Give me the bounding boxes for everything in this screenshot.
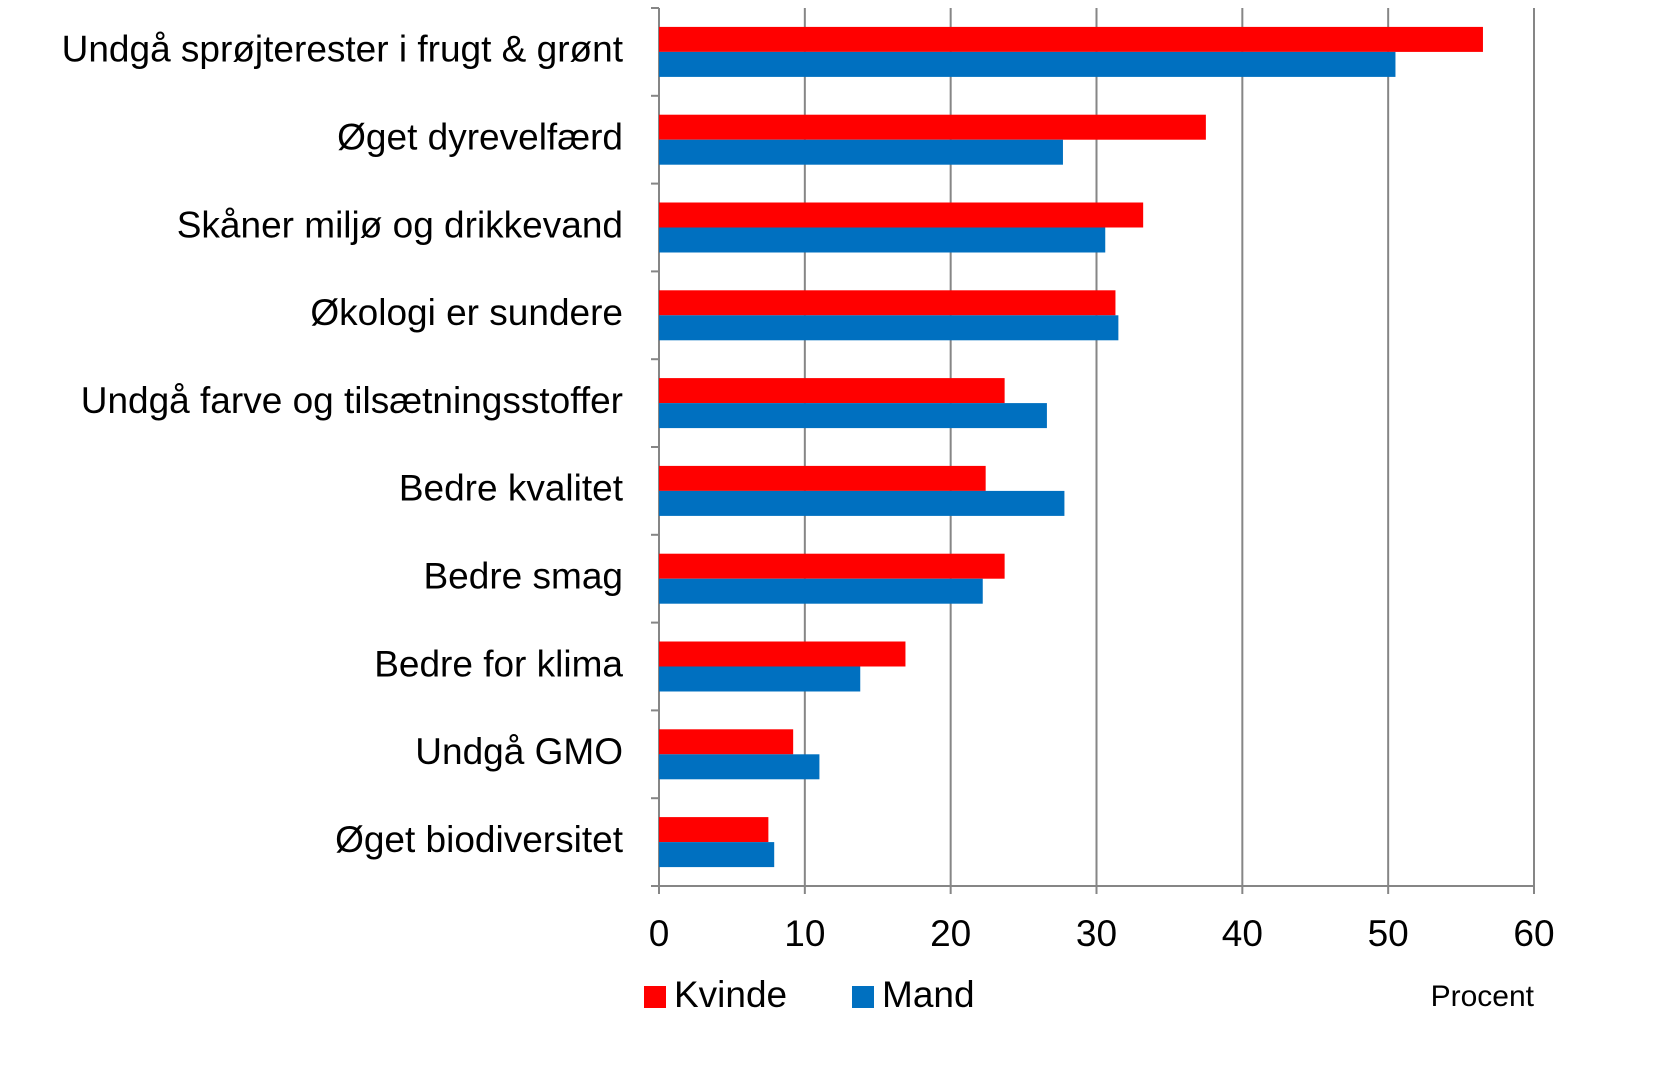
x-tick-label: 30 xyxy=(1076,913,1117,954)
bar xyxy=(659,114,1206,140)
bar xyxy=(659,51,1396,77)
bar xyxy=(659,729,794,755)
x-tick-label: 0 xyxy=(649,913,670,954)
bar xyxy=(659,666,861,692)
y-tick-label: Bedre smag xyxy=(424,555,624,596)
bar xyxy=(659,315,1119,341)
bar xyxy=(659,26,1483,52)
bar xyxy=(659,465,986,491)
bar xyxy=(659,553,1005,579)
bar xyxy=(659,641,906,667)
bar xyxy=(659,290,1116,316)
y-tick-label: Undgå sprøjterester i frugt & grønt xyxy=(62,29,624,70)
bar xyxy=(659,754,820,780)
y-tick-label: Bedre for klima xyxy=(374,643,623,684)
x-tick-label: 60 xyxy=(1513,913,1554,954)
y-tick-label: Skåner miljø og drikkevand xyxy=(177,204,623,245)
y-tick-label: Øget dyrevelfærd xyxy=(337,116,623,157)
y-tick-label: Bedre kvalitet xyxy=(399,468,624,509)
x-axis-label: Procent xyxy=(1431,980,1535,1013)
y-tick-label: Undgå GMO xyxy=(415,731,623,772)
bar xyxy=(659,227,1106,253)
bar xyxy=(659,817,769,843)
x-tick-label: 40 xyxy=(1222,913,1263,954)
bar xyxy=(659,490,1065,516)
bar xyxy=(659,378,1005,404)
y-tick-label: Øget biodiversitet xyxy=(335,819,624,860)
bar xyxy=(659,139,1063,165)
x-tick-label: 20 xyxy=(930,913,971,954)
bar xyxy=(659,202,1144,228)
legend-label: Kvinde xyxy=(674,974,787,1015)
bar xyxy=(659,842,775,868)
y-tick-label: Økologi er sundere xyxy=(310,292,623,333)
bar xyxy=(659,578,983,604)
x-tick-label: 10 xyxy=(784,913,825,954)
legend-label: Mand xyxy=(882,974,975,1015)
y-tick-label: Undgå farve og tilsætningsstoffer xyxy=(81,380,623,421)
legend-swatch xyxy=(852,986,874,1008)
bar xyxy=(659,403,1047,429)
x-tick-label: 50 xyxy=(1368,913,1409,954)
legend-swatch xyxy=(644,986,666,1008)
